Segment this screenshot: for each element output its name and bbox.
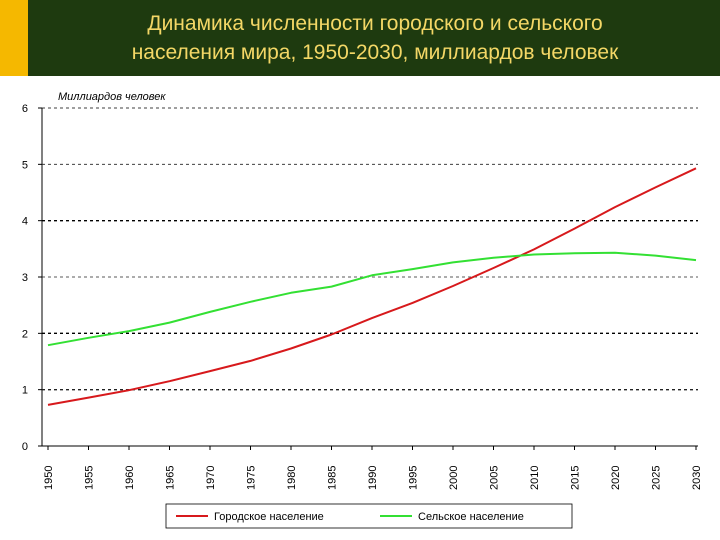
gridlines [42, 107, 698, 391]
legend-label-urban: Городское население [214, 511, 324, 523]
slide-header: Динамика численности городского и сельск… [0, 0, 720, 76]
x-tick-label: 1970 [205, 466, 217, 490]
slide-title-line-1: Динамика численности городского и сельск… [147, 12, 603, 35]
series-lines [47, 167, 697, 406]
series-line-urban [47, 167, 697, 406]
y-tick-labels: 0 1 2 3 4 5 6 [22, 103, 42, 453]
x-tick-label: 2005 [489, 466, 501, 490]
legend: Городское население Сельское население [165, 503, 573, 529]
legend-box [165, 503, 573, 529]
x-tick-label: 1965 [165, 466, 177, 490]
header-accent-bar [0, 0, 28, 76]
x-tick-label: 2015 [570, 466, 582, 490]
y-tick-label: 0 [22, 441, 28, 453]
series-line-rural [47, 251, 697, 347]
x-tick-label: 2000 [448, 466, 460, 490]
x-tick-label: 2025 [651, 466, 663, 490]
x-tick-labels: 1950 1955 1960 1965 1970 1975 1980 1985 1990 1995… [43, 446, 703, 490]
x-tick-label: 1990 [367, 466, 379, 490]
legend-label-rural: Сельское население [418, 511, 524, 523]
y-tick-label: 6 [22, 103, 28, 115]
y-tick-label: 4 [22, 216, 28, 228]
x-tick-label: 1985 [327, 466, 339, 490]
y-tick-label: 3 [22, 272, 28, 284]
x-tick-label: 1955 [84, 466, 96, 490]
y-axis-title: Миллиардов человек [58, 91, 166, 103]
x-tick-label: 1960 [124, 466, 136, 490]
x-tick-label: 1950 [43, 466, 55, 490]
x-tick-label: 1980 [286, 466, 298, 490]
x-tick-label: 2030 [691, 466, 703, 490]
slide-title-line-2: населения мира, 1950-2030, миллиардов че… [131, 41, 619, 64]
x-tick-label: 2010 [529, 466, 541, 490]
slide-title: Динамика численности городского и сельск… [40, 9, 710, 67]
y-tick-label: 2 [22, 328, 28, 340]
x-tick-label: 2020 [610, 466, 622, 490]
x-tick-label: 1975 [246, 466, 258, 490]
x-tick-label: 1995 [408, 466, 420, 490]
y-tick-label: 1 [22, 385, 28, 397]
y-tick-label: 5 [22, 159, 28, 171]
